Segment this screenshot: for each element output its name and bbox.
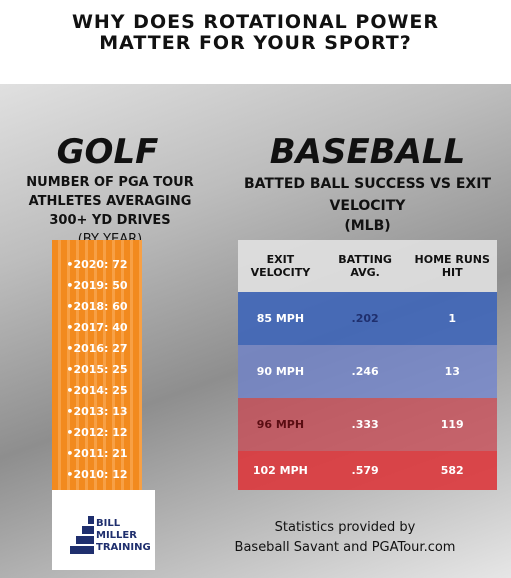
table-cell: 90 MPH <box>256 365 305 378</box>
table-cell: 85 MPH <box>256 312 305 325</box>
golf-item: 2018: 60 <box>52 300 142 321</box>
golf-item: 2020: 72 <box>52 258 142 279</box>
table-row: 102 MPH .579 582 <box>238 451 497 490</box>
table-cell: 582 <box>440 464 464 477</box>
golf-item: 2016: 27 <box>52 342 142 363</box>
golf-item: 2017: 40 <box>52 321 142 342</box>
footer: Statistics provided by Baseball Savant a… <box>190 518 500 558</box>
footer-line: Statistics provided by <box>274 520 416 535</box>
golf-item: 2015: 25 <box>52 363 142 384</box>
table-row: 96 MPH .333 119 <box>238 398 497 451</box>
baseball-note: (MLB) <box>344 218 391 234</box>
baseball-subtitle: BATTED BALL SUCCESS VS EXIT VELOCITY <box>243 176 491 214</box>
table-cell: .333 <box>351 418 379 431</box>
table-header: EXIT VELOCITY <box>238 240 323 292</box>
table-header: BATTING AVG. <box>322 240 408 292</box>
golf-item: 2011: 21 <box>52 447 142 468</box>
golf-item: 2013: 13 <box>52 405 142 426</box>
table-cell: 1 <box>448 312 457 325</box>
logo-mark: BILL MILLER TRAINING <box>70 516 151 554</box>
title: WHY DOES ROTATIONAL POWER MATTER FOR YOU… <box>71 11 440 54</box>
table-cell: 119 <box>440 418 464 431</box>
logo: BILL MILLER TRAINING <box>52 490 155 570</box>
table-cell: .202 <box>351 312 379 325</box>
table-row: 85 MPH .202 1 <box>238 292 497 345</box>
golf-item: 2019: 50 <box>52 279 142 300</box>
golf-subtitle: NUMBER OF PGA TOUR ATHLETES AVERAGING 30… <box>26 175 194 228</box>
table-row: 90 MPH .246 13 <box>238 345 497 398</box>
table-cell: 96 MPH <box>256 418 305 431</box>
table-header: HOME RUNS HIT <box>407 240 497 292</box>
footer-line: Baseball Savant and PGATour.com <box>234 540 456 555</box>
logo-text: BILL <box>96 518 121 529</box>
logo-text: MILLER <box>96 530 137 541</box>
table-cell: 13 <box>444 365 460 378</box>
table-cell: 102 MPH <box>252 464 308 477</box>
golf-list: 2020: 722019: 502018: 602017: 402016: 27… <box>52 258 142 489</box>
golf-heading: GOLF <box>56 132 159 172</box>
table-cell: .579 <box>351 464 379 477</box>
table-cell: .246 <box>351 365 379 378</box>
title-band <box>0 0 511 84</box>
golf-item: 2010: 12 <box>52 468 142 489</box>
stats-table: EXIT VELOCITY BATTING AVG. HOME RUNS HIT 85… <box>238 240 497 490</box>
golf-item: 2012: 12 <box>52 426 142 447</box>
baseball-heading: BASEBALL <box>269 132 466 172</box>
logo-text: TRAINING <box>96 542 151 553</box>
golf-item: 2014: 25 <box>52 384 142 405</box>
